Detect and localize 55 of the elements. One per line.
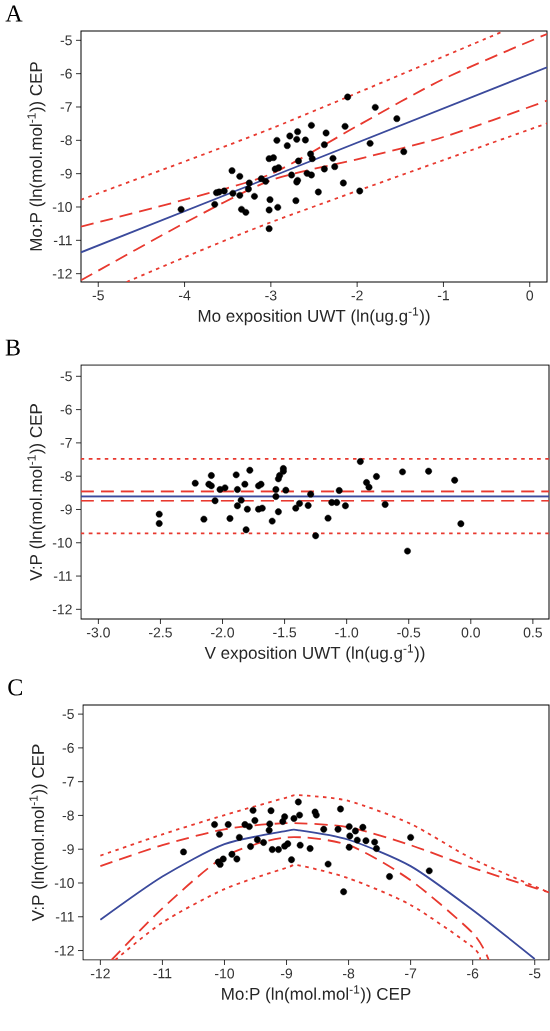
y-tick-label: -7 [60, 438, 72, 448]
y-tick-label: -9 [60, 504, 72, 515]
x-tick-label: -5 [92, 290, 104, 301]
y-tick-label: -6 [62, 742, 74, 753]
y-axis-title: V:P (ln(mol.mol$^{-1}$)) CEP [27, 404, 46, 581]
y-tick-label: -8 [60, 471, 72, 482]
x-tick-label: -4 [178, 290, 191, 301]
x-tick-label: -2 [351, 290, 363, 301]
x-tick-label: -2.5 [149, 627, 172, 638]
x-tick-label: -9 [280, 968, 293, 979]
x-tick-label: -0.5 [397, 627, 421, 638]
y-tick-label: -7 [60, 102, 72, 112]
y-axis-title: Mo:P (ln(mol.mol$^{-1}$)) CEP [27, 62, 46, 251]
y-tick-label: -7 [62, 776, 74, 787]
x-axis-title: Mo exposition UWT (ln(ug.g$^{-1}$)) [198, 307, 430, 326]
y-tick-label: -12 [52, 268, 72, 279]
x-tick-label: -2.0 [211, 627, 235, 638]
y-tick-label: -11 [53, 571, 72, 581]
y-tick-label: -9 [60, 168, 72, 179]
y-tick-label: -5 [60, 371, 72, 382]
x-tick-label: -1 [437, 290, 449, 301]
y-tick-label: -5 [62, 709, 74, 719]
x-tick-label: -12 [90, 968, 110, 979]
x-tick-label: 0 [526, 290, 534, 301]
y-tick-label: -8 [62, 810, 74, 821]
y-tick-label: -10 [54, 878, 74, 888]
chart-title: A [5, 5, 23, 22]
x-tick-label: -5 [529, 968, 541, 979]
x-tick-label: -6 [467, 968, 479, 979]
y-tick-label: -10 [52, 202, 72, 212]
chart-title: C [8, 679, 22, 696]
x-tick-label: -7 [405, 968, 417, 979]
y-tick-label: -9 [62, 844, 74, 855]
x-tick-label: 0.0 [461, 627, 480, 638]
chart-title: B [5, 339, 20, 356]
x-tick-label: 0.5 [523, 627, 543, 638]
x-tick-label: -3 [265, 290, 277, 301]
y-tick-label: -12 [52, 604, 72, 615]
y-tick-label: -11 [55, 911, 74, 922]
y-tick-label: -6 [60, 68, 72, 79]
x-tick-label: -8 [342, 968, 355, 979]
x-axis-title: V exposition UWT (ln(ug.g$^{-1}$)) [204, 644, 425, 663]
y-tick-label: -12 [54, 945, 74, 956]
x-tick-label: -11 [153, 968, 172, 979]
y-tick-label: -8 [60, 135, 72, 146]
x-tick-label: -10 [214, 968, 235, 979]
y-axis-title: V:P (ln(mol.mol$^{-1}$)) CEP [29, 744, 48, 922]
x-axis-title: Mo:P (ln(mol.mol$^{-1}$)) CEP [222, 985, 411, 1004]
y-tick-label: -11 [53, 235, 72, 246]
y-tick-label: -5 [60, 35, 72, 46]
y-tick-label: -10 [52, 537, 72, 548]
y-tick-label: -6 [60, 404, 72, 415]
x-tick-label: -1.5 [273, 627, 297, 638]
x-tick-label: -3.0 [86, 627, 110, 638]
x-tick-label: -1.0 [335, 627, 359, 638]
